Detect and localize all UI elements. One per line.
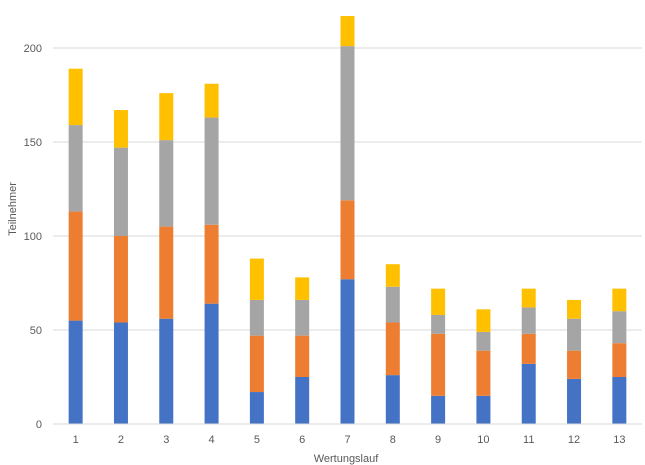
bar-segment-s2-8 bbox=[385, 322, 400, 376]
bar-segment-s3-8 bbox=[385, 286, 400, 323]
x-tick-label: 7 bbox=[344, 434, 350, 446]
x-tick-label: 13 bbox=[613, 434, 625, 446]
x-axis-ticks: 1 2 3 4 5 6 7 8 9 10 11 12 13 bbox=[73, 434, 626, 446]
bar-segment-s1-9 bbox=[431, 395, 446, 424]
bar-segment-s2-6 bbox=[295, 335, 310, 377]
x-tick-label: 12 bbox=[568, 434, 580, 446]
bar-segment-s4-8 bbox=[385, 264, 400, 287]
x-tick-label: 2 bbox=[118, 434, 124, 446]
bar-segment-s3-5 bbox=[249, 299, 264, 336]
bar-segment-s4-3 bbox=[159, 93, 174, 141]
bar-segment-s1-7 bbox=[340, 279, 355, 424]
bar-segment-s4-13 bbox=[612, 288, 627, 312]
x-axis-title: Wertungslauf bbox=[314, 453, 380, 465]
bar-segment-s2-11 bbox=[521, 333, 536, 364]
x-tick-label: 9 bbox=[435, 434, 441, 446]
bar-segment-s1-8 bbox=[385, 375, 400, 424]
y-axis-title: Teilnehmer bbox=[7, 182, 19, 236]
bar-segment-s2-4 bbox=[204, 224, 219, 304]
bar-segment-s3-12 bbox=[567, 318, 582, 351]
bar-segment-s3-11 bbox=[521, 307, 536, 334]
bar-segment-s3-13 bbox=[612, 311, 627, 344]
bar-segment-s3-4 bbox=[204, 117, 219, 225]
x-tick-label: 10 bbox=[477, 434, 489, 446]
bar-segment-s2-12 bbox=[567, 350, 582, 379]
bar-segment-s3-10 bbox=[476, 331, 491, 351]
y-tick-label: 100 bbox=[24, 231, 42, 243]
y-tick-label: 50 bbox=[30, 325, 42, 337]
bar-segment-s3-6 bbox=[295, 299, 310, 336]
bar-segment-s4-2 bbox=[113, 110, 128, 148]
y-tick-label: 0 bbox=[36, 419, 42, 431]
bar-segment-s2-13 bbox=[612, 343, 627, 377]
bar-segment-s1-5 bbox=[249, 392, 264, 424]
bar-segment-s1-12 bbox=[567, 378, 582, 424]
bar-segment-s1-1 bbox=[68, 320, 83, 424]
bar-segment-s1-13 bbox=[612, 377, 627, 424]
y-axis-ticks: 0 50 100 150 200 bbox=[24, 43, 42, 431]
bar-segment-s4-7 bbox=[340, 16, 355, 47]
x-tick-label: 4 bbox=[209, 434, 215, 446]
bar-segment-s2-9 bbox=[431, 333, 446, 396]
bar-segment-s2-7 bbox=[340, 200, 355, 280]
bar-segment-s2-3 bbox=[159, 226, 174, 319]
bar-segment-s4-4 bbox=[204, 83, 219, 118]
bar-segment-s4-12 bbox=[567, 299, 582, 319]
bar-segment-s2-5 bbox=[249, 335, 264, 393]
bar-segment-s3-1 bbox=[68, 125, 83, 212]
bar-segment-s4-10 bbox=[476, 309, 491, 332]
bar-segment-s3-3 bbox=[159, 140, 174, 227]
x-tick-label: 3 bbox=[163, 434, 169, 446]
bar-segment-s2-1 bbox=[68, 211, 83, 321]
bar-segment-s2-10 bbox=[476, 350, 491, 396]
bar-segment-s4-1 bbox=[68, 68, 83, 126]
bar-segment-s3-9 bbox=[431, 314, 446, 334]
x-tick-label: 5 bbox=[254, 434, 260, 446]
bar-segment-s4-11 bbox=[521, 288, 536, 308]
x-tick-label: 1 bbox=[73, 434, 79, 446]
x-tick-label: 6 bbox=[299, 434, 305, 446]
bar-segment-s1-2 bbox=[113, 322, 128, 424]
y-tick-label: 150 bbox=[24, 137, 42, 149]
bar-segment-s1-6 bbox=[295, 377, 310, 424]
bar-segment-s3-2 bbox=[113, 147, 128, 236]
bar-segment-s2-2 bbox=[113, 236, 128, 323]
bar-segment-s1-11 bbox=[521, 363, 536, 424]
bar-segment-s1-3 bbox=[159, 318, 174, 424]
x-tick-label: 8 bbox=[390, 434, 396, 446]
bar-segment-s4-6 bbox=[295, 277, 310, 300]
bar-segment-s4-5 bbox=[249, 258, 264, 300]
bars bbox=[68, 16, 627, 424]
bar-segment-s4-9 bbox=[431, 288, 446, 315]
y-tick-label: 200 bbox=[24, 43, 42, 55]
x-tick-label: 11 bbox=[523, 434, 534, 446]
bar-segment-s1-10 bbox=[476, 395, 491, 424]
bar-segment-s3-7 bbox=[340, 46, 355, 201]
bar-segment-s1-4 bbox=[204, 303, 219, 424]
